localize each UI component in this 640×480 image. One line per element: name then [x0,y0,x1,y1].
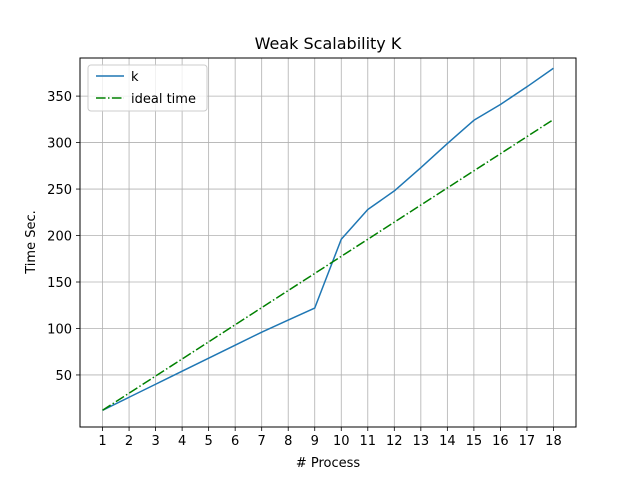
y-axis-label: Time Sec. [24,210,39,274]
x-tick-label: 8 [284,434,292,449]
x-tick-label: 12 [386,434,403,449]
x-tick-label: 13 [413,434,430,449]
y-tick-label: 350 [47,90,72,105]
x-axis-label: # Process [296,456,361,471]
x-tick-label: 6 [231,434,239,449]
grid [80,58,576,427]
legend-label-k: k [131,70,139,85]
legend-label-ideal-time: ideal time [131,92,196,107]
y-tick-label: 200 [47,230,72,245]
x-tick-label: 5 [205,434,213,449]
legend: k ideal time [87,64,208,112]
x-tick-label: 17 [519,434,536,449]
y-ticks: 50 100 150 200 250 300 350 [47,90,80,384]
y-tick-label: 100 [47,322,72,337]
x-tick-label: 3 [151,434,159,449]
x-tick-label: 10 [333,434,350,449]
x-tick-label: 15 [466,434,483,449]
series-lines [102,67,554,411]
series-line-ideal-time [102,118,554,411]
x-tick-label: 14 [439,434,456,449]
x-tick-label: 2 [125,434,133,449]
y-tick-label: 50 [55,369,72,384]
x-tick-label: 9 [311,434,319,449]
plot-frame [79,57,577,428]
x-tick-label: 16 [492,434,509,449]
series-line-k [102,67,554,411]
x-tick-label: 18 [545,434,562,449]
x-tick-label: 1 [98,434,106,449]
x-tick-label: 11 [360,434,377,449]
y-tick-label: 150 [47,276,72,291]
y-tick-label: 250 [47,183,72,198]
y-tick-label: 300 [47,137,72,152]
x-ticks: 1 2 3 4 5 6 7 8 9 10 11 12 13 14 15 16 17 18 [98,427,562,449]
chart-title: Weak Scalability K [255,34,402,53]
x-tick-label: 7 [258,434,266,449]
x-tick-label: 4 [178,434,186,449]
